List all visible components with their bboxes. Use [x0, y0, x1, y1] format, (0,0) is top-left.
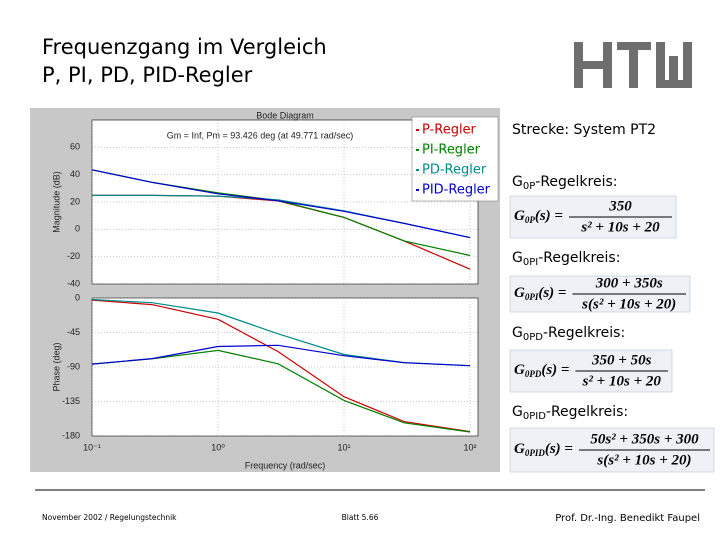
formula-symbol: G — [514, 441, 525, 457]
formula-rest: (s) = — [541, 362, 569, 378]
formula-denominator: s(s² + 10s + 20) — [581, 296, 676, 312]
series-line — [91, 344, 471, 367]
legend-entry: PD-Regler — [422, 163, 487, 178]
formula-lhs: G0P(s) = — [514, 208, 563, 225]
loop-symbol: G — [512, 404, 523, 420]
formula-lhs: G0PID(s) = — [514, 441, 573, 458]
footer-right: Prof. Dr.-Ing. Benedikt Faupel — [555, 513, 700, 524]
plot-title: Bode Diagram — [256, 110, 314, 120]
y-tick-label: -135 — [62, 396, 80, 406]
loop-text: -Regelkreis: — [543, 325, 625, 341]
y-tick-label: 20 — [70, 196, 80, 206]
loop-symbol: G — [512, 250, 523, 266]
loop-label: G0P-Regelkreis: — [512, 174, 618, 192]
formula-lhs: G0PD(s) = — [514, 362, 569, 379]
y-tick-label: -90 — [67, 361, 80, 371]
x-tick-label: 10⁰ — [211, 442, 225, 452]
legend-entry: PID-Regler — [422, 183, 491, 198]
loop-label: G0PI-Regelkreis: — [512, 250, 620, 268]
y-tick-label: -40 — [67, 278, 80, 288]
formula-symbol: G — [514, 362, 525, 378]
plot-subtitle: Gm = Inf, Pm = 93.426 deg (at 49.771 rad… — [167, 130, 354, 140]
legend-entry: P-Regler — [422, 123, 477, 138]
footer-left: November 2002 / Regelungstechnik — [42, 513, 177, 522]
formula-numerator: 350 — [608, 198, 632, 214]
footer-center: Blatt 5.66 — [342, 513, 379, 522]
loop-text: -Regelkreis: — [546, 404, 628, 420]
loop-subscript: 0PD — [523, 332, 543, 343]
formula-denominator: s(s² + 10s + 20) — [596, 452, 691, 468]
formula-subscript: 0P — [525, 215, 536, 225]
loop-label: G0PD-Regelkreis: — [512, 325, 625, 343]
formula-subscript: 0PI — [525, 292, 539, 302]
title-line-1: Frequenzgang im Vergleich — [42, 35, 327, 59]
loop-label: G0PID-Regelkreis: — [512, 404, 628, 422]
y-tick-label: -20 — [67, 251, 80, 261]
formula-numerator: 350 + 50s — [591, 352, 652, 368]
formula-subscript: 0PD — [525, 369, 542, 379]
y-tick-label: 0 — [75, 224, 80, 234]
loop-subscript: 0PI — [523, 257, 538, 268]
x-tick-label: 10¹ — [337, 442, 350, 452]
loop-subscript: 0P — [523, 181, 535, 192]
formula-rest: (s) = — [535, 208, 563, 224]
legend-entry: PI-Regler — [422, 143, 481, 158]
formula-lhs: G0PI(s) = — [514, 285, 566, 302]
loop-text: -Regelkreis: — [535, 174, 617, 190]
formula-denominator: s² + 10s + 20 — [580, 219, 660, 235]
formula-numerator: 50s² + 350s + 300 — [590, 431, 699, 447]
formula-denominator: s² + 10s + 20 — [582, 373, 662, 389]
y-tick-label: 60 — [70, 142, 80, 152]
logo — [574, 42, 692, 88]
y-tick-label: 40 — [70, 169, 80, 179]
x-tick-label: 10² — [463, 442, 476, 452]
series-line — [91, 299, 471, 433]
series-line — [91, 169, 471, 239]
x-tick-label: 10⁻¹ — [83, 442, 101, 452]
formula-rest: (s) = — [545, 441, 573, 457]
formula-numerator: 300 + 350s — [595, 275, 663, 291]
y-axis-label: Phase (deg) — [51, 342, 61, 391]
y-tick-label: -45 — [67, 327, 80, 337]
x-axis-label: Frequency (rad/sec) — [245, 460, 326, 470]
loop-symbol: G — [512, 325, 523, 341]
y-axis-label: Magnitude (dB) — [51, 171, 61, 233]
formula-subscript: 0PID — [525, 448, 546, 458]
y-tick-label: 0 — [75, 292, 80, 302]
title-line-2: P, PI, PD, PID-Regler — [42, 63, 253, 87]
loop-text: -Regelkreis: — [538, 250, 620, 266]
loop-symbol: G — [512, 174, 523, 190]
formula-symbol: G — [514, 208, 525, 224]
legend — [411, 116, 499, 202]
y-tick-label: -180 — [62, 430, 80, 440]
loop-subscript: 0PID — [523, 411, 546, 422]
formula-rest: (s) = — [538, 285, 566, 301]
plant-label: Strecke: System PT2 — [512, 122, 656, 138]
formula-symbol: G — [514, 285, 525, 301]
